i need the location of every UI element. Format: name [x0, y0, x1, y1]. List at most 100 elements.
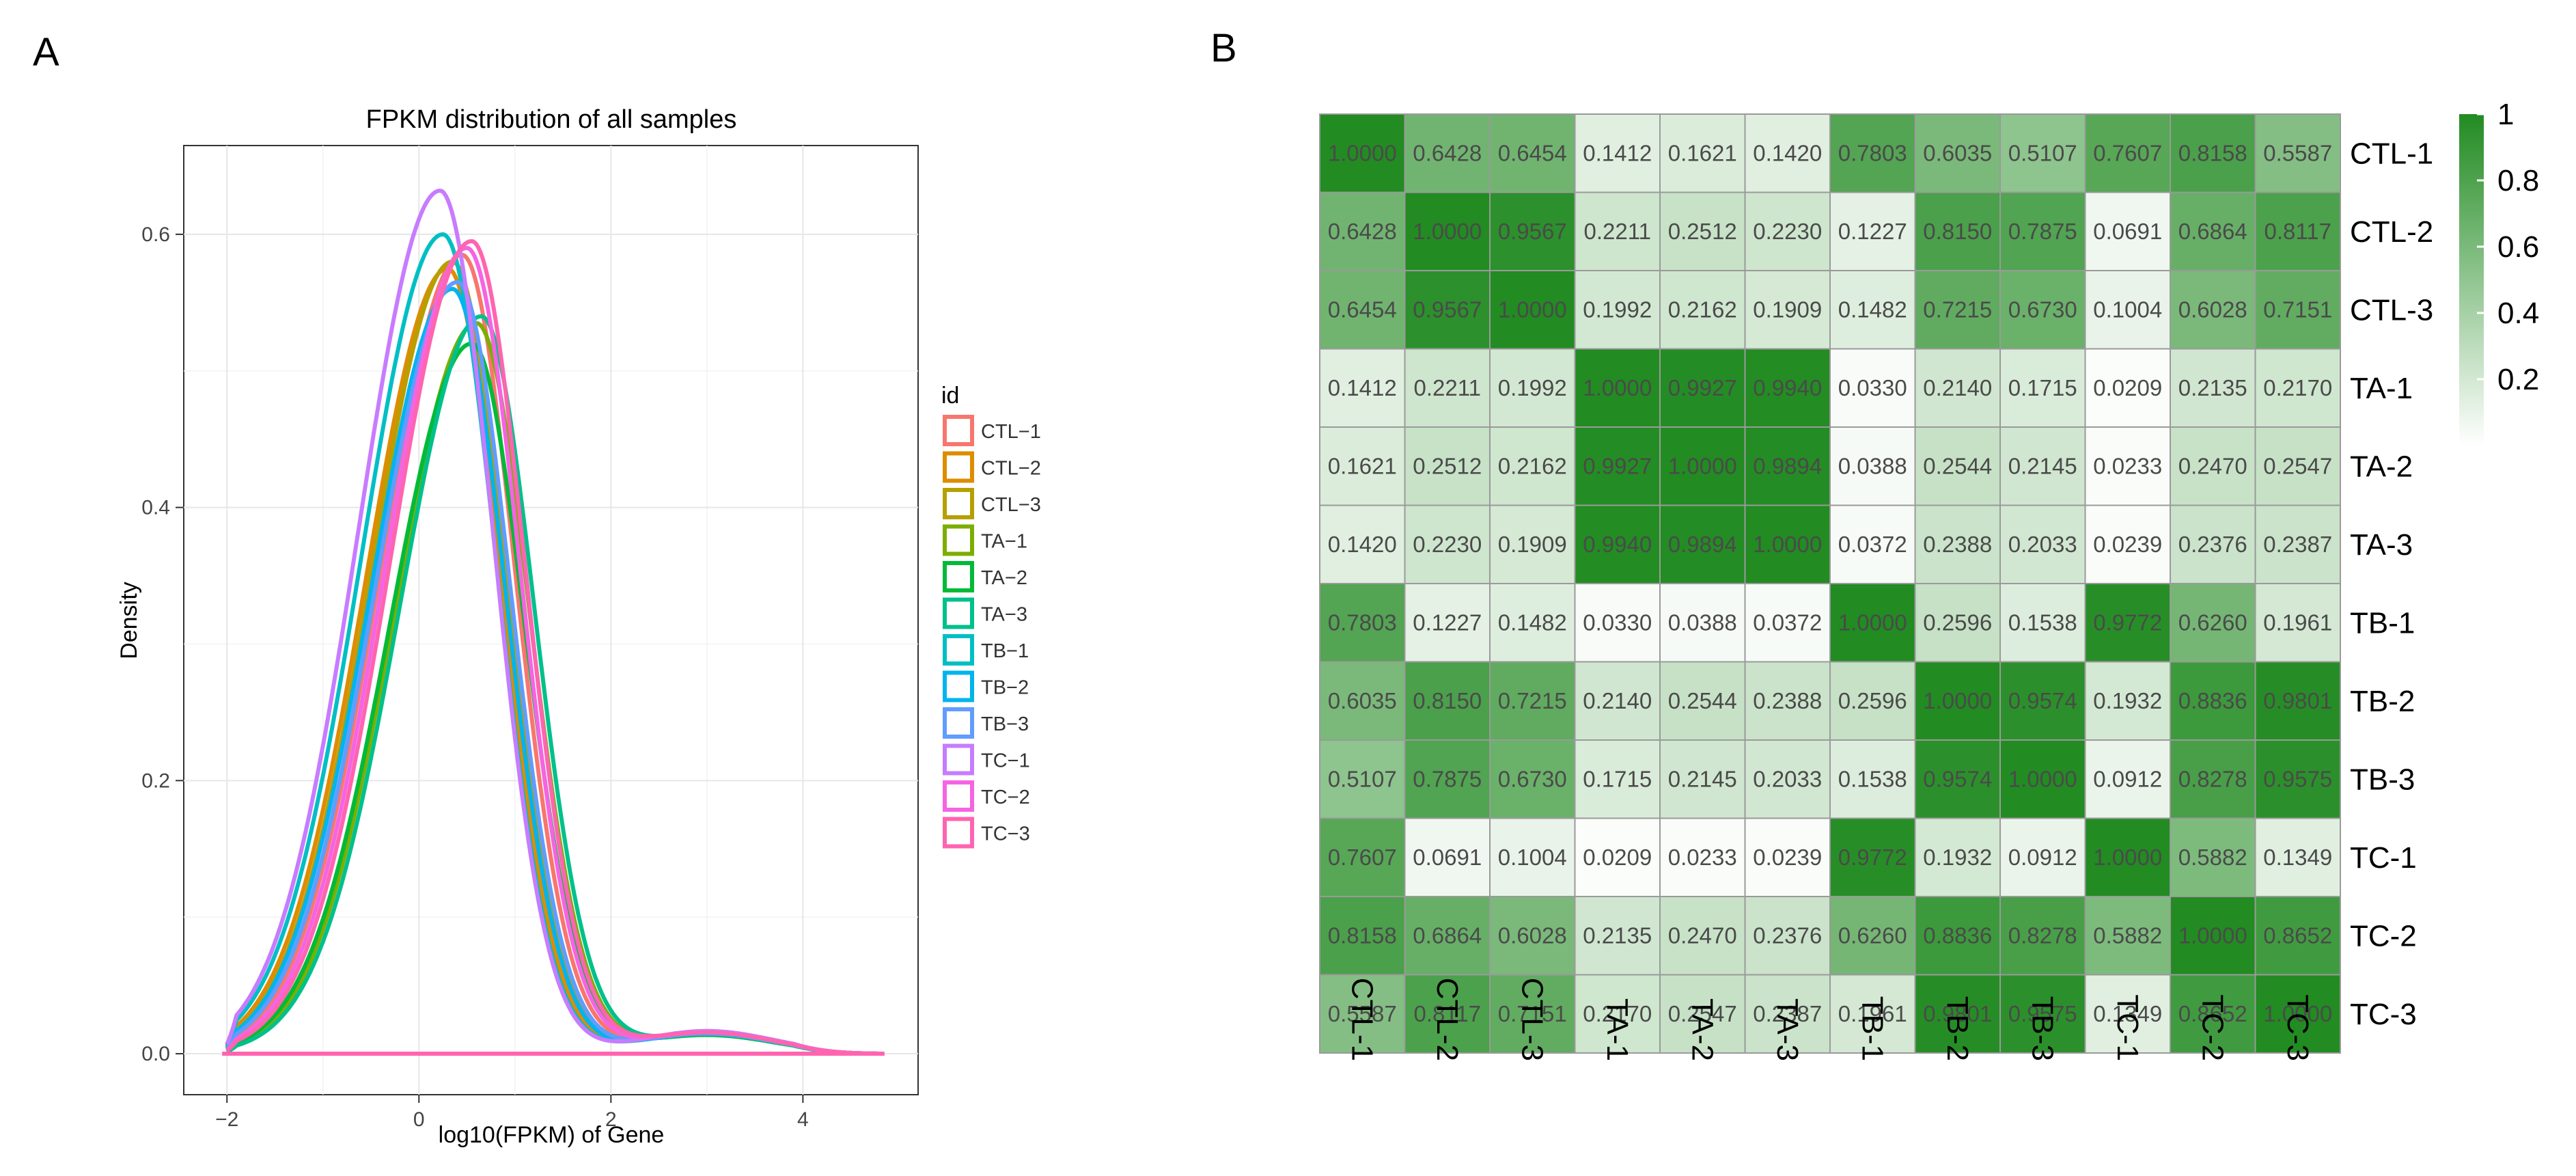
heatmap-cell-value: 0.2230 — [1753, 219, 1822, 244]
heatmap-cell-value: 0.0209 — [1583, 845, 1652, 870]
heatmap-cell-value: 0.2162 — [1498, 453, 1567, 478]
heatmap-cell — [1744, 191, 1831, 271]
heatmap-cell-value: 0.8158 — [2178, 140, 2247, 165]
heatmap-cell — [1574, 426, 1661, 506]
heatmap-cell-value: 0.2170 — [2263, 375, 2332, 400]
legend-title: id — [941, 383, 959, 409]
legend-label: TA−3 — [981, 604, 1027, 626]
heatmap-cell-value: 0.2033 — [2008, 532, 2077, 557]
heatmap-cell-value: 0.1621 — [1328, 453, 1397, 478]
heatmap-cell-value: 0.8652 — [2178, 1001, 2247, 1026]
heatmap-cell-value: 0.5107 — [2008, 140, 2077, 165]
heatmap-row-label: CTL-3 — [2350, 293, 2433, 327]
heatmap-cell — [1574, 896, 1661, 976]
heatmap-cell-value: 0.0388 — [1668, 610, 1737, 635]
heatmap-cell-value: 0.9567 — [1413, 297, 1482, 322]
correlation-heatmap: 1.0000 0.6428 0.6454 0.1412 0.1621 0.1420 0.78… — [1319, 98, 2539, 1061]
heatmap-cell — [1829, 739, 1916, 819]
heatmap-cell-value: 0.2388 — [1923, 532, 1992, 557]
heatmap-cell-value: 0.0388 — [1838, 453, 1907, 478]
heatmap-cell-value: 0.6260 — [1838, 922, 1907, 948]
colorbar-tick-label: 0.4 — [2497, 297, 2539, 330]
legend-item: TB−2 — [943, 670, 1029, 702]
panel-label-b: B — [1210, 26, 1237, 70]
heatmap-cell — [2084, 113, 2171, 193]
legend-item: TA−3 — [943, 597, 1027, 629]
legend-item: TC−2 — [943, 780, 1030, 812]
heatmap-cell-value: 0.6428 — [1328, 219, 1397, 244]
legend-item: TA−1 — [943, 524, 1027, 556]
legend-key — [943, 670, 974, 702]
heatmap-cell — [1574, 504, 1661, 584]
heatmap-cell-value: 0.8117 — [2265, 219, 2331, 244]
heatmap-cell-value: 0.2544 — [1923, 453, 1992, 478]
heatmap-cell-value: 0.9574 — [1923, 766, 1992, 791]
legend-label: TC−2 — [981, 787, 1030, 808]
heatmap-cell-value: 0.6028 — [2178, 297, 2247, 322]
heatmap-cell-value: 1.0000 — [1923, 688, 1992, 713]
heatmap-cell-value: 0.5882 — [2178, 845, 2247, 870]
heatmap-cell — [1744, 426, 1831, 506]
heatmap-cell — [1999, 504, 2086, 584]
heatmap-cell-value: 0.2596 — [1838, 688, 1907, 713]
heatmap-cell-value: 0.9894 — [1753, 453, 1822, 478]
legend-key — [943, 634, 974, 666]
heatmap-cell-value: 1.0000 — [2008, 766, 2077, 791]
heatmap-cell — [1404, 974, 1491, 1054]
heatmap-cell-value: 0.1227 — [1413, 610, 1482, 635]
heatmap-cell — [2254, 661, 2341, 741]
heatmap-cell — [1489, 661, 1576, 741]
heatmap-cell-value: 0.8278 — [2178, 766, 2247, 791]
heatmap-cell-value: 0.1412 — [1328, 375, 1397, 400]
heatmap-cell — [1829, 817, 1916, 897]
heatmap-cell — [2170, 348, 2256, 428]
heatmap-cell-value: 0.2211 — [1414, 375, 1481, 400]
heatmap-cell-value: 0.7607 — [1328, 845, 1397, 870]
legend-item: TB−3 — [943, 707, 1029, 739]
heatmap-cell-value: 1.0000 — [1413, 219, 1482, 244]
heatmap-cell-value: 0.9927 — [1668, 375, 1737, 400]
heatmap-cell — [2170, 661, 2256, 741]
legend-key — [943, 451, 974, 483]
density-chart: FPKM distribution of all samples −2 0 2 4 0.… — [116, 105, 1041, 1148]
heatmap-cell — [2254, 817, 2341, 897]
heatmap-cell — [1744, 113, 1831, 193]
heatmap-cell — [1744, 583, 1831, 663]
y-tick-label: 0.0 — [141, 1043, 170, 1065]
heatmap-cell-value: 0.2388 — [1753, 688, 1822, 713]
heatmap-cell — [1404, 426, 1491, 506]
heatmap-cell — [1404, 661, 1491, 741]
heatmap-cell — [2254, 504, 2341, 584]
legend-key — [943, 488, 974, 519]
heatmap-cell-value: 0.2135 — [2178, 375, 2247, 400]
legend-label: TB−1 — [981, 640, 1029, 662]
heatmap-cell-value: 1.0000 — [2093, 845, 2162, 870]
heatmap-cell — [1659, 974, 1746, 1054]
heatmap-cell-value: 0.1420 — [1753, 140, 1822, 165]
heatmap-cell-value: 0.1349 — [2263, 845, 2332, 870]
heatmap-cell — [1319, 661, 1406, 741]
heatmap-cell — [1574, 974, 1661, 1054]
heatmap-cell-value: 0.9575 — [2263, 766, 2332, 791]
heatmap-cell — [1999, 583, 2086, 663]
heatmap-cell — [2170, 583, 2256, 663]
heatmap-cell — [2254, 113, 2341, 193]
heatmap-cell-value: 0.9927 — [1583, 453, 1652, 478]
heatmap-cell-value: 0.1961 — [2263, 610, 2332, 635]
heatmap-cell — [1744, 504, 1831, 584]
heatmap-cell — [1744, 974, 1831, 1054]
legend-key — [943, 817, 974, 849]
heatmap-cell — [1829, 426, 1916, 506]
legend-label: TA−1 — [981, 531, 1027, 553]
heatmap-cell-value: 0.0372 — [1753, 610, 1822, 635]
heatmap-cell-value: 0.7151 — [2263, 297, 2332, 322]
x-tick-label: 4 — [797, 1108, 809, 1131]
heatmap-cell-value: 0.1715 — [2008, 375, 2077, 400]
heatmap-cell-value: 0.2170 — [1583, 1001, 1652, 1026]
legend-item: TA−2 — [943, 561, 1027, 592]
heatmap-cell-value: 0.1992 — [1498, 375, 1567, 400]
heatmap-cell-value: 0.9894 — [1668, 532, 1737, 557]
heatmap-cell — [2254, 739, 2341, 819]
heatmap-cell-value: 1.0000 — [1838, 610, 1907, 635]
